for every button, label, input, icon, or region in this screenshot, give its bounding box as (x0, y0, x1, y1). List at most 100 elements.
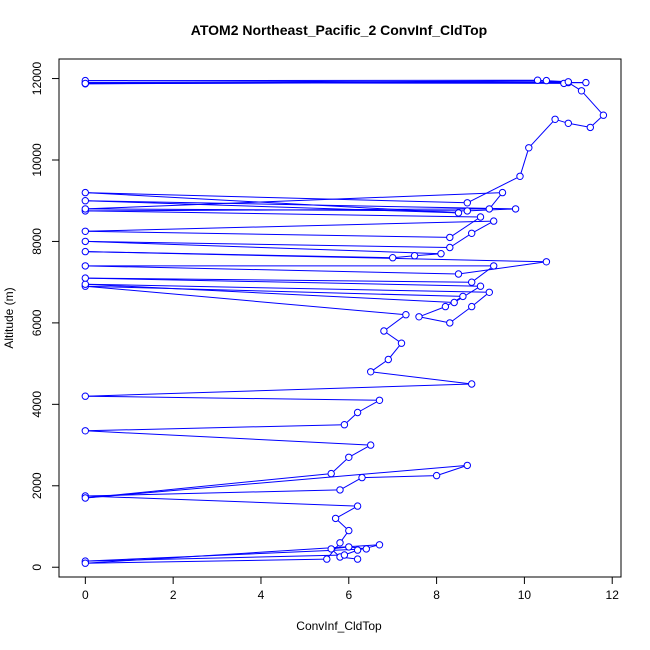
data-point (81, 237, 90, 246)
series-segment (85, 192, 503, 210)
y-tick-label: 8000 (30, 228, 44, 255)
series-segment (85, 464, 468, 499)
series-segment (85, 82, 586, 84)
data-point (476, 213, 485, 221)
series-segment (85, 210, 481, 218)
series-segment (339, 477, 363, 491)
data-point (327, 469, 335, 478)
series-segment (467, 175, 521, 204)
data-point (345, 543, 353, 551)
data-point (402, 311, 410, 319)
series-segment (85, 230, 450, 238)
series-segment (330, 456, 350, 474)
data-point (345, 453, 353, 461)
data-point (410, 252, 419, 260)
x-axis: 0 2 4 6 8 10 12 (82, 576, 620, 602)
data-point (490, 217, 498, 225)
series-segment (85, 240, 450, 248)
series-segment (357, 399, 380, 413)
data-point (323, 555, 331, 563)
data-point (582, 78, 590, 87)
data-point (432, 471, 441, 480)
series-segment (85, 283, 455, 303)
series-segment (85, 200, 459, 214)
data-point (331, 514, 340, 523)
data-point (81, 79, 90, 88)
series-segment (85, 251, 393, 259)
data-point (81, 427, 90, 435)
data-point (340, 421, 349, 429)
series-segment (418, 306, 446, 318)
data-point (468, 380, 476, 388)
series-segment (85, 285, 406, 316)
data-point (586, 123, 594, 132)
series-segment (85, 192, 468, 204)
series-segment (418, 316, 450, 324)
series-segment (449, 306, 472, 324)
y-tick-label: 0 (30, 564, 44, 571)
series-segment (85, 548, 367, 562)
data-point (81, 559, 90, 567)
data-point (542, 76, 551, 85)
series-segment (519, 147, 530, 177)
data-point (446, 243, 454, 252)
series-segment (471, 220, 494, 234)
data-point (389, 254, 397, 262)
y-tick-label: 4000 (30, 391, 44, 418)
data-point (485, 288, 493, 296)
data-point (353, 555, 362, 563)
y-tick-label: 10000 (30, 143, 44, 177)
data-point (81, 205, 90, 213)
series-segment (383, 314, 407, 332)
data-point (81, 274, 90, 282)
data-point (362, 545, 370, 553)
data-point (384, 355, 392, 364)
series-segment (471, 265, 494, 283)
data-point (367, 441, 375, 449)
data-point (353, 502, 362, 510)
data-point (340, 551, 349, 559)
x-tick-label: 12 (606, 588, 620, 602)
series-segment (85, 192, 459, 214)
series-segment (361, 475, 437, 479)
data-point (336, 539, 344, 547)
data-point (525, 144, 533, 152)
data-point (564, 119, 572, 128)
data-point (367, 368, 375, 376)
data-point (454, 270, 463, 278)
series-segment (85, 424, 345, 432)
data-point (446, 319, 454, 327)
series-segment (581, 90, 604, 116)
series-segment (458, 261, 547, 275)
series-segment (85, 208, 468, 212)
data-point (345, 526, 353, 535)
x-tick-label: 6 (345, 588, 352, 602)
y-axis: 0 2000 4000 6000 8000 10000 12000 (30, 62, 60, 571)
series-segment (85, 489, 341, 497)
data-point (459, 292, 467, 301)
series-segment (85, 383, 472, 397)
data-point (353, 546, 362, 554)
series-segment (85, 277, 472, 283)
series-segment (335, 505, 358, 519)
data-point (564, 78, 572, 86)
x-tick-label: 8 (433, 588, 440, 602)
data-point (397, 339, 406, 347)
y-tick-label: 2000 (30, 472, 44, 499)
data-point (81, 247, 90, 256)
series-segment (85, 240, 442, 255)
series-segment (85, 285, 463, 297)
data-point (468, 229, 476, 238)
data-point (81, 188, 90, 197)
x-tick-label: 2 (170, 588, 177, 602)
data-point (437, 250, 445, 258)
data-point (380, 327, 388, 335)
series-segment (449, 216, 481, 238)
data-point (463, 199, 471, 207)
series-segment (436, 464, 468, 477)
data-point (498, 188, 507, 197)
chart-title: ATOM2 Northeast_Pacific_2 ConvInf_CldTop (191, 22, 487, 38)
data-point (551, 115, 559, 124)
data-point (485, 205, 493, 213)
